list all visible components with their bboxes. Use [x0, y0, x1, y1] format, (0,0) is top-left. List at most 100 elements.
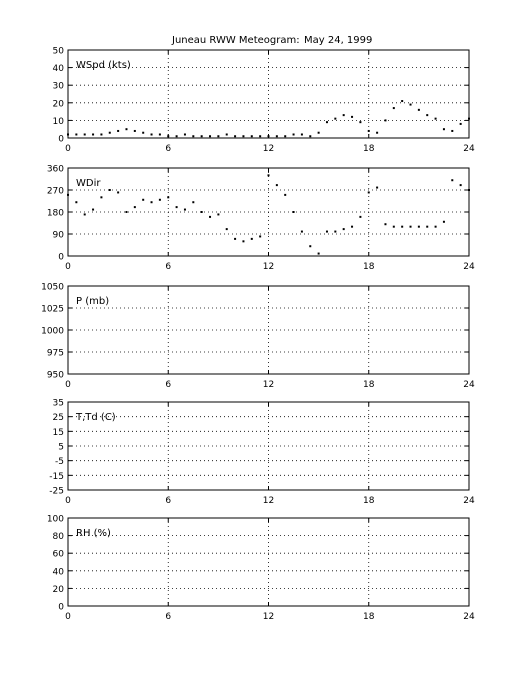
data-point: [275, 184, 278, 187]
x-tick-label: 12: [263, 144, 274, 154]
data-point: [125, 128, 128, 131]
data-point: [409, 103, 412, 106]
title-date: May 24, 1999: [304, 35, 372, 46]
data-point: [317, 252, 320, 255]
panel-label: WDir: [76, 178, 101, 189]
data-point: [300, 230, 303, 233]
data-point: [426, 114, 429, 117]
data-point: [83, 213, 86, 216]
data-point: [384, 119, 387, 122]
y-tick-label: 270: [47, 187, 64, 197]
data-point: [92, 133, 95, 136]
y-tick-label: 20: [53, 99, 65, 109]
data-point: [200, 135, 203, 138]
data-point: [125, 211, 128, 213]
data-point: [83, 133, 86, 136]
data-point: [175, 135, 178, 138]
data-point: [417, 225, 420, 228]
data-point: [158, 198, 161, 201]
data-point: [426, 225, 429, 228]
y-tick-label: 40: [53, 567, 65, 577]
y-tick-label: 5: [58, 443, 64, 453]
panel-label: RH (%): [76, 528, 111, 539]
data-point: [275, 135, 278, 138]
data-point: [300, 133, 303, 136]
data-point: [142, 198, 145, 201]
data-point: [459, 184, 462, 187]
y-tick-label: 0: [58, 135, 64, 145]
x-tick-label: 12: [263, 496, 274, 506]
data-point: [75, 201, 78, 204]
data-point: [334, 117, 337, 120]
panel-label: P (mb): [76, 296, 109, 307]
data-point: [442, 220, 445, 223]
data-point: [325, 230, 328, 233]
x-tick-label: 0: [65, 262, 71, 272]
y-tick-label: 80: [53, 532, 65, 542]
y-tick-label: 180: [47, 209, 64, 219]
y-tick-label: 1000: [41, 327, 64, 337]
data-point: [225, 228, 228, 231]
data-point: [317, 131, 320, 134]
data-point: [401, 225, 404, 228]
x-tick-label: 24: [463, 144, 475, 154]
data-point: [234, 237, 237, 240]
data-point: [108, 131, 111, 134]
data-point: [250, 237, 253, 240]
data-point: [67, 133, 69, 136]
data-point: [250, 135, 253, 138]
y-tick-label: 15: [53, 428, 64, 438]
data-point: [284, 193, 287, 196]
x-tick-label: 24: [463, 380, 475, 390]
x-tick-label: 18: [363, 144, 375, 154]
data-point: [468, 189, 470, 191]
data-point: [376, 131, 379, 134]
x-tick-label: 18: [363, 380, 375, 390]
x-tick-label: 24: [463, 262, 475, 272]
x-tick-label: 24: [463, 612, 475, 622]
data-point: [376, 186, 379, 189]
data-point: [175, 206, 178, 209]
data-point: [267, 135, 270, 138]
y-tick-label: 10: [53, 117, 65, 127]
x-tick-label: 6: [165, 262, 171, 272]
data-point: [284, 135, 287, 138]
data-point: [417, 108, 420, 111]
panel-2: 950 975 1000 1025 1050 0 6 12 18 24 P (mb): [41, 283, 475, 391]
data-point: [434, 117, 437, 120]
data-point: [242, 135, 245, 138]
x-tick-label: 18: [363, 262, 375, 272]
data-point: [167, 135, 170, 138]
panel-label: WSpd (kts): [76, 60, 131, 71]
y-tick-label: 100: [47, 515, 64, 525]
data-point: [292, 133, 295, 136]
x-tick-label: 12: [263, 612, 274, 622]
data-point: [142, 131, 145, 134]
panel-4: 0 20 40 60 80 100 0 6 12 18 24 RH (%): [47, 515, 475, 623]
y-tick-label: 25: [53, 413, 64, 423]
data-point: [100, 196, 103, 199]
data-point: [200, 211, 203, 213]
data-point: [209, 215, 212, 218]
y-tick-label: 360: [47, 165, 64, 175]
panel-1: 0 90 180 270 360 0 6 12 18 24 WDir: [47, 165, 475, 273]
data-point: [468, 117, 470, 120]
data-point: [217, 213, 220, 216]
data-point: [434, 225, 437, 228]
data-point: [75, 133, 78, 136]
data-point: [351, 115, 354, 118]
y-tick-label: 1050: [41, 283, 64, 293]
data-point: [309, 135, 312, 138]
data-point: [209, 135, 212, 138]
data-point: [367, 129, 370, 132]
data-point: [342, 114, 345, 117]
data-point: [442, 128, 445, 131]
data-point: [183, 133, 186, 136]
data-point: [150, 201, 153, 204]
y-tick-label: 0: [58, 603, 64, 613]
data-point: [117, 191, 120, 194]
data-point: [451, 179, 454, 182]
x-tick-label: 0: [65, 496, 71, 506]
